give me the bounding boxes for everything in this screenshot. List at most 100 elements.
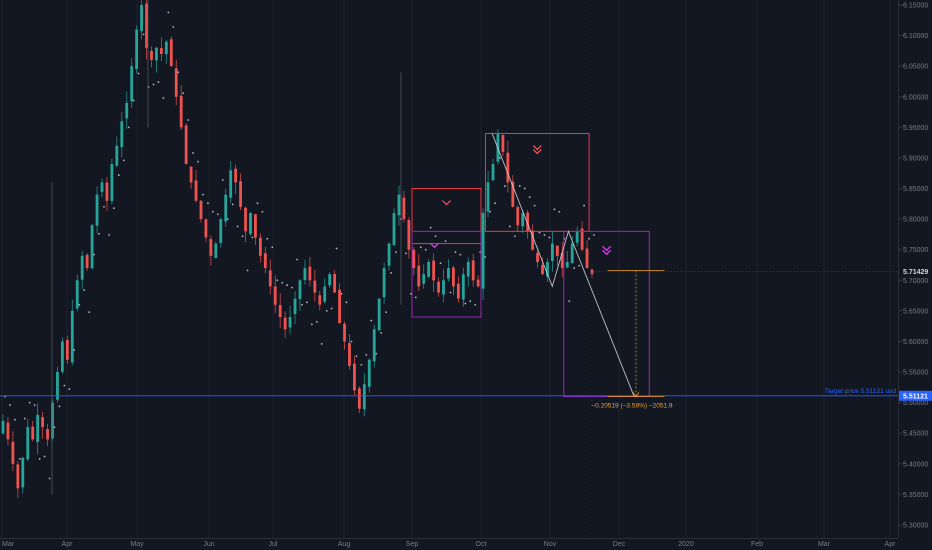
- candle-body: [140, 5, 143, 32]
- sar-dot: [504, 185, 506, 187]
- box-nov: [563, 230, 650, 398]
- price-axis[interactable]: 6.15000 6.10000 6.05000 6.00000 5.95000 5.900…: [898, 0, 932, 538]
- sar-dot: [271, 246, 274, 249]
- time-tick-label: May: [130, 541, 144, 548]
- candle-body: [466, 261, 470, 277]
- current-price-badge: [899, 266, 932, 277]
- sar-dot: [310, 323, 313, 326]
- candle-body: [254, 214, 257, 238]
- candle-body: [36, 414, 40, 443]
- price-tick-label: 5.75000: [903, 247, 928, 254]
- sar-dot: [182, 92, 185, 94]
- candle-body: [1, 421, 5, 434]
- candle-body: [70, 310, 74, 363]
- sar-dot: [88, 311, 91, 314]
- candle-body: [11, 441, 15, 464]
- price-tick-label: 5.80000: [903, 217, 928, 224]
- candle-body: [412, 249, 416, 269]
- sar-dot: [98, 232, 100, 235]
- sar-dot: [429, 226, 432, 229]
- price-tick-label: 6.00000: [903, 94, 928, 101]
- sar-dot: [226, 218, 229, 221]
- sar-dot: [409, 292, 412, 295]
- sar-dot: [177, 71, 180, 74]
- candle-body: [541, 264, 544, 275]
- sar-dot: [276, 279, 279, 282]
- candle-body: [150, 50, 153, 61]
- candle-body: [422, 274, 426, 284]
- target-price-label: Target price 5.51121 usd: [825, 388, 896, 395]
- candle-body: [234, 168, 238, 183]
- sar-dot: [385, 311, 388, 314]
- candle-body: [382, 268, 386, 298]
- price-tick-label: 5.50000: [903, 400, 928, 407]
- sar-dot: [350, 340, 353, 343]
- candle-body: [283, 317, 287, 330]
- time-tick-label: Jul: [269, 541, 278, 548]
- candle-body: [481, 213, 485, 289]
- time-tick-label: Oct: [476, 541, 487, 548]
- candle-body: [159, 48, 163, 54]
- sar-dot: [231, 203, 234, 206]
- candle-body: [21, 457, 25, 488]
- sar-dot: [375, 352, 378, 355]
- candle-body: [555, 245, 559, 256]
- candle-body: [353, 363, 356, 391]
- box-sep-lower: [411, 230, 482, 318]
- price-tick-label: 5.35000: [903, 492, 928, 499]
- sar-dot: [494, 202, 496, 205]
- price-tick-label: 6.10000: [903, 33, 928, 40]
- candle-body: [427, 261, 431, 277]
- sar-dot: [593, 234, 595, 236]
- time-axis[interactable]: Mar Apr May Jun Jul Aug Sep Oct Nov Dec 2020 Feb Mar…: [0, 538, 898, 549]
- down-arrow-marker: [602, 245, 611, 252]
- sar-dot: [553, 208, 556, 211]
- sar-dot: [117, 174, 120, 176]
- sar-dot: [380, 332, 383, 334]
- sar-dot: [127, 126, 130, 129]
- candle-body: [437, 281, 440, 293]
- candle-body: [120, 121, 124, 148]
- candle-body: [417, 265, 421, 287]
- candle-body: [575, 231, 579, 243]
- sar-dot: [83, 289, 86, 291]
- candle-body: [338, 289, 341, 324]
- candle-body: [536, 252, 539, 262]
- candle-body: [224, 194, 228, 222]
- sar-dot: [355, 355, 358, 358]
- sar-dot: [484, 256, 487, 258]
- price-tick-label: 5.85000: [903, 186, 928, 193]
- sar-dot: [301, 303, 303, 306]
- sar-dot: [33, 404, 36, 406]
- sar-dot: [18, 458, 21, 460]
- price-tick-label: 5.70000: [903, 278, 928, 285]
- sar-dot: [365, 354, 368, 356]
- sar-dot: [528, 196, 531, 198]
- price-tick-label: 5.95000: [903, 125, 928, 132]
- sar-dot: [281, 281, 284, 284]
- sar-dot: [172, 26, 175, 28]
- candle-body: [169, 39, 173, 67]
- candle-body: [570, 243, 574, 264]
- price-tick-label: 5.55000: [903, 370, 928, 377]
- sar-dot: [518, 185, 521, 187]
- candle-body: [65, 339, 69, 360]
- sar-dot: [330, 307, 333, 310]
- sar-dot: [23, 417, 26, 420]
- price-tick-label: 5.60000: [903, 339, 928, 346]
- candle-body: [402, 197, 406, 220]
- sar-dot: [444, 240, 447, 243]
- candle-body: [41, 417, 44, 428]
- candle-body: [456, 283, 460, 299]
- sar-dot: [360, 363, 363, 366]
- candle-body: [447, 268, 450, 279]
- sar-dot: [68, 388, 71, 391]
- box-sep-upper: [411, 188, 482, 245]
- candle-body: [560, 252, 564, 269]
- sar-dot: [211, 210, 214, 213]
- sar-dot: [469, 300, 472, 302]
- sar-dot: [152, 83, 155, 86]
- sar-dot: [246, 269, 249, 272]
